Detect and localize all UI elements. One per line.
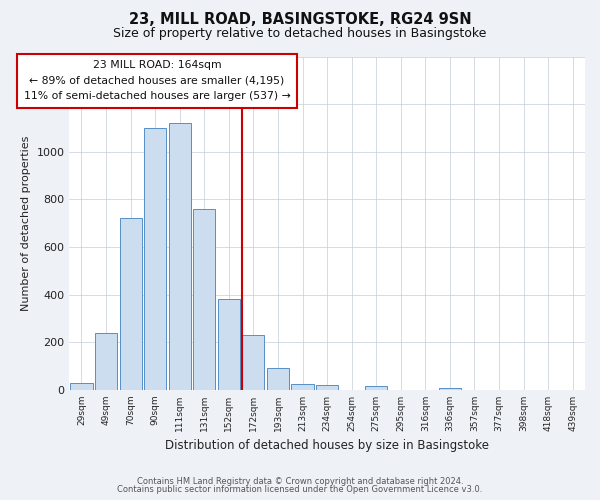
Bar: [267, 368, 289, 390]
Bar: [218, 300, 240, 390]
Text: Size of property relative to detached houses in Basingstoke: Size of property relative to detached ho…: [113, 28, 487, 40]
Bar: [95, 333, 117, 390]
Bar: [193, 209, 215, 390]
Y-axis label: Number of detached properties: Number of detached properties: [20, 136, 31, 311]
Bar: [119, 218, 142, 390]
Text: Contains public sector information licensed under the Open Government Licence v3: Contains public sector information licen…: [118, 484, 482, 494]
X-axis label: Distribution of detached houses by size in Basingstoke: Distribution of detached houses by size …: [165, 440, 489, 452]
Bar: [292, 384, 314, 390]
Bar: [242, 335, 265, 390]
Bar: [439, 388, 461, 390]
Bar: [144, 128, 166, 390]
Bar: [316, 385, 338, 390]
Bar: [365, 386, 387, 390]
Bar: [169, 123, 191, 390]
Bar: [70, 383, 92, 390]
Text: 23, MILL ROAD, BASINGSTOKE, RG24 9SN: 23, MILL ROAD, BASINGSTOKE, RG24 9SN: [128, 12, 472, 28]
Text: Contains HM Land Registry data © Crown copyright and database right 2024.: Contains HM Land Registry data © Crown c…: [137, 477, 463, 486]
Text: 23 MILL ROAD: 164sqm
← 89% of detached houses are smaller (4,195)
11% of semi-de: 23 MILL ROAD: 164sqm ← 89% of detached h…: [23, 60, 290, 102]
